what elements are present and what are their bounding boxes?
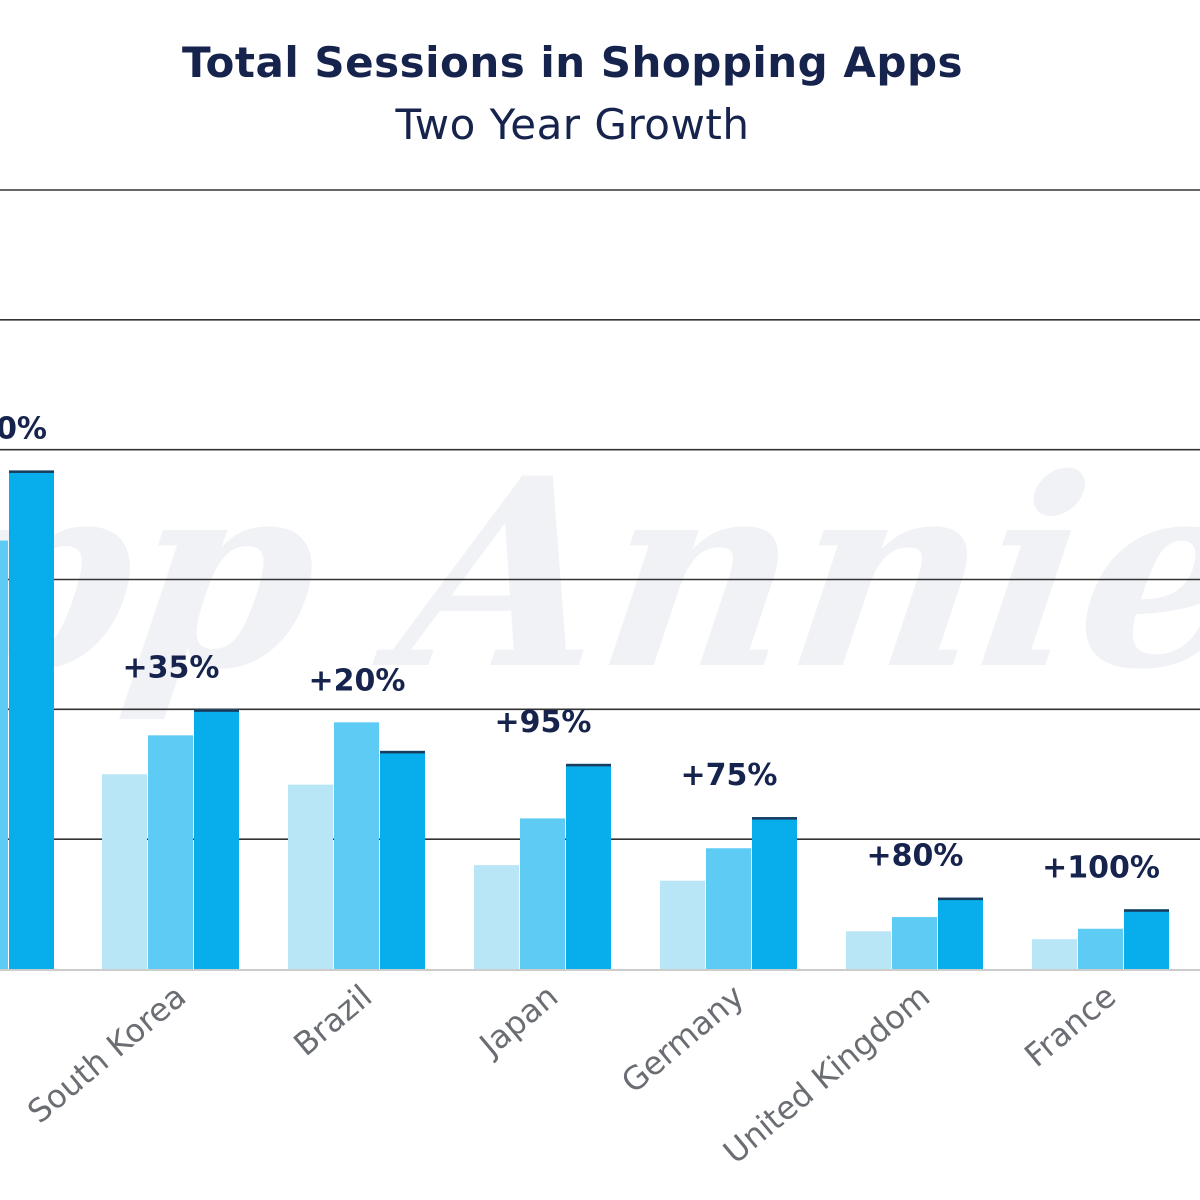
x-tick-label-6: France (1017, 977, 1123, 1075)
watermark-logo: App Annie (0, 421, 1200, 726)
bar-4-series-2 (706, 848, 751, 969)
growth-label-2: +20% (309, 663, 406, 698)
bar-cap-1 (194, 709, 239, 712)
x-tick-label-1: South Korea (20, 977, 193, 1131)
bar-5-series-3 (938, 897, 983, 969)
bar-cap-4 (752, 817, 797, 820)
bar-4-series-1 (660, 880, 705, 969)
x-tick-label-4: Germany (614, 977, 751, 1101)
growth-label-6: +100% (1042, 850, 1160, 885)
bar-6-series-3 (1124, 909, 1169, 969)
bar-3-series-3 (566, 763, 611, 969)
bar-2-series-1 (288, 784, 333, 969)
growth-label-3: +95% (495, 705, 592, 740)
bar-4-series-3 (752, 817, 797, 969)
bar-3-series-1 (474, 865, 519, 969)
bar-cap-0 (9, 470, 54, 473)
bar-1-series-1 (102, 774, 147, 969)
bar-cap-5 (938, 897, 983, 901)
growth-label-0: 0% (0, 411, 47, 446)
bar-2-series-3 (380, 750, 425, 969)
growth-label-4: +75% (681, 758, 778, 793)
bar-5-series-2 (892, 917, 937, 969)
chart-subtitle: Two Year Growth (395, 100, 750, 149)
bar-3-series-2 (520, 818, 565, 969)
bar-cap-6 (1124, 909, 1169, 912)
growth-label-5: +80% (867, 839, 964, 874)
bar-0-series-2 (0, 540, 8, 969)
chart-title: Total Sessions in Shopping Apps (181, 38, 964, 87)
bar-2-series-2 (334, 722, 379, 969)
x-tick-label-2: Brazil (286, 977, 379, 1064)
bar-6-series-1 (1032, 939, 1077, 969)
growth-label-1: +35% (123, 650, 220, 685)
bar-1-series-3 (194, 709, 239, 969)
bar-0-series-3 (9, 470, 54, 969)
bar-5-series-1 (846, 931, 891, 969)
bar-cap-3 (566, 763, 611, 767)
bar-cap-2 (380, 750, 425, 754)
bars (0, 470, 1200, 971)
growth-labels: 0% +35% +20% +95% +75% +80% +100% (0, 411, 1160, 885)
bar-6-series-2 (1078, 928, 1123, 969)
x-tick-label-3: Japan (471, 977, 565, 1065)
bar-1-series-2 (148, 735, 193, 969)
